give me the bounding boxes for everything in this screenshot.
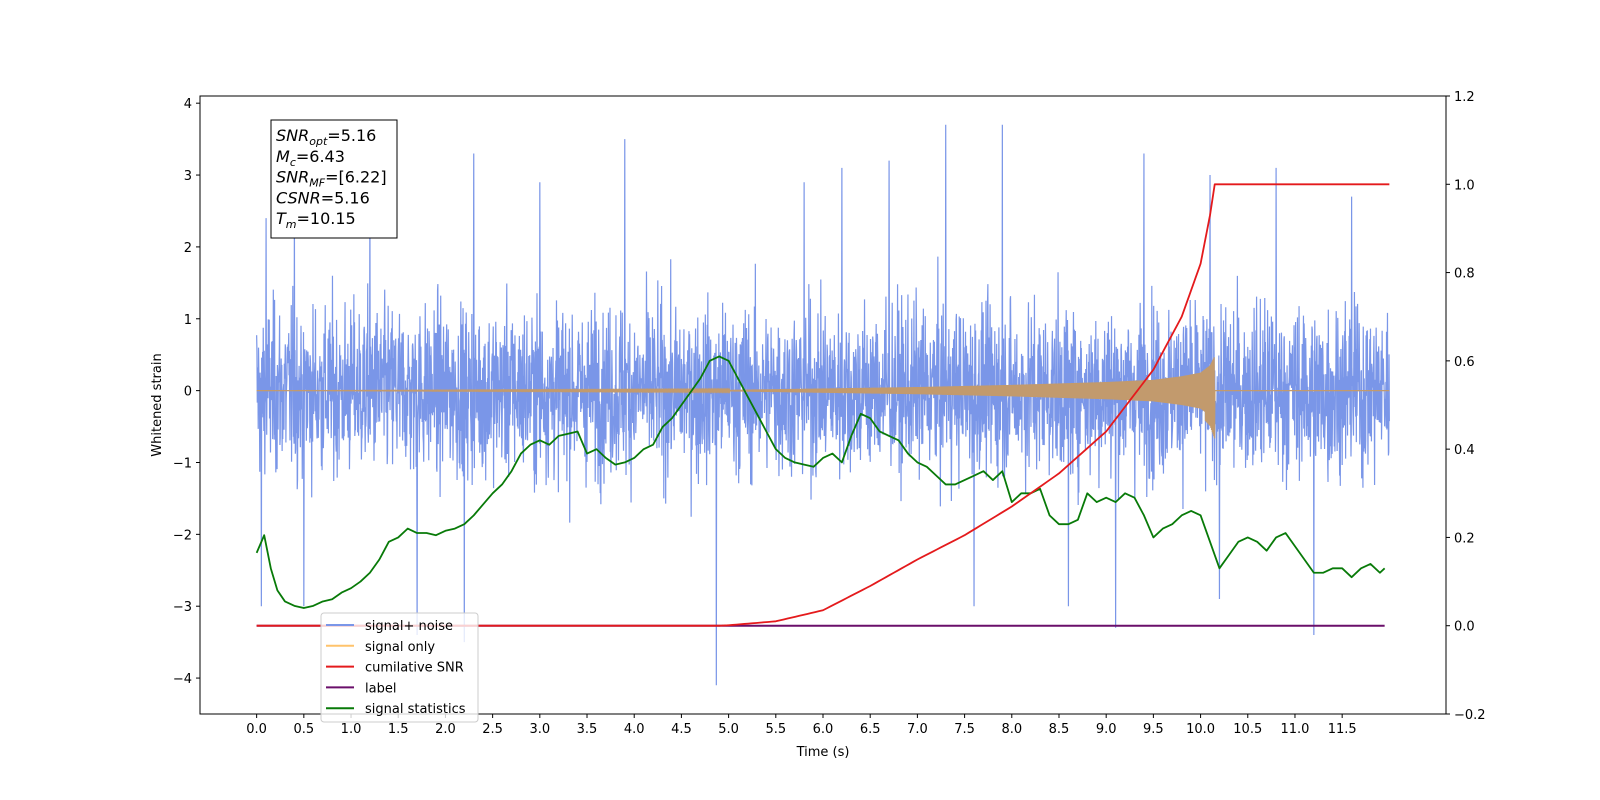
x-axis: 0.0 0.5 1.0 1.5 2.0 2.5 3.0 3.5 4.0 4.5 5.0 5.5 6.0 6… — [246, 714, 1357, 737]
y-left-tick-label: 2 — [184, 241, 192, 256]
y-right-tick-label: 0.6 — [1454, 355, 1475, 370]
x-tick-label: 6.0 — [813, 722, 834, 737]
annotation-value: =5.16 — [321, 188, 370, 207]
annotation-symbol: SNR — [276, 168, 309, 187]
x-tick-label: 11.5 — [1328, 722, 1357, 737]
x-tick-label: 4.5 — [671, 722, 692, 737]
x-tick-label: 2.5 — [482, 722, 503, 737]
annotation-line: SNRopt=5.16 — [276, 126, 376, 148]
x-tick-label: 7.5 — [954, 722, 975, 737]
x-axis-label: Time (s) — [796, 745, 850, 760]
series-signal-noise-line — [256, 124, 1390, 686]
x-tick-label: 3.0 — [529, 722, 550, 737]
annotation-subscript: m — [286, 218, 297, 231]
annotation-symbol: T — [276, 209, 287, 228]
y-axis-right: 1.2 1.0 0.8 0.6 0.4 0.2 0.0 −0.2 — [1446, 90, 1486, 723]
annotation-line: SNRMF=[6.22] — [276, 168, 387, 190]
legend-entry: signal only — [365, 640, 435, 655]
y-left-tick-label: −4 — [173, 672, 192, 687]
annotation-subscript: c — [290, 156, 296, 169]
x-tick-label: 0.5 — [293, 722, 314, 737]
legend-entry: signal+ noise — [365, 619, 453, 634]
x-tick-label: 7.0 — [907, 722, 928, 737]
annotation-value: =5.16 — [327, 126, 376, 145]
annotation-symbol: M — [276, 147, 290, 166]
y-left-tick-label: −2 — [173, 528, 192, 543]
y-axis-label: Whitened strain — [150, 353, 165, 456]
x-tick-label: 2.0 — [435, 722, 456, 737]
x-tick-label: 3.5 — [577, 722, 598, 737]
annotation-frame — [270, 119, 398, 239]
y-left-tick-label: 3 — [184, 169, 192, 184]
y-right-tick-label: 0.2 — [1454, 531, 1475, 546]
annotation-line: Mc=6.43 — [276, 147, 345, 169]
y-left-tick-label: 0 — [184, 385, 192, 400]
legend-entry: signal statistics — [365, 702, 466, 717]
y-right-tick-label: 1.2 — [1454, 90, 1475, 105]
y-right-tick-label: 0.8 — [1454, 267, 1475, 282]
x-tick-label: 5.5 — [765, 722, 786, 737]
x-tick-label: 9.5 — [1143, 722, 1164, 737]
x-tick-label: 8.5 — [1049, 722, 1070, 737]
legend-frame — [320, 612, 479, 723]
x-tick-label: 10.5 — [1233, 722, 1262, 737]
x-tick-label: 11.0 — [1280, 722, 1309, 737]
annotation-symbol: CSNR — [276, 188, 321, 207]
annotation-subscript: opt — [309, 135, 328, 148]
y-right-tick-label: 1.0 — [1454, 178, 1475, 193]
y-left-tick-label: −1 — [173, 456, 192, 471]
y-left-tick-label: −3 — [173, 600, 192, 615]
series-signal-only-line — [256, 357, 1390, 439]
x-tick-label: 10.0 — [1186, 722, 1215, 737]
x-tick-label: 8.0 — [1001, 722, 1022, 737]
y-right-tick-label: 0.4 — [1454, 443, 1475, 458]
x-tick-label: 1.5 — [388, 722, 409, 737]
annotation-value: =6.43 — [296, 147, 345, 166]
x-tick-label: 0.0 — [246, 722, 267, 737]
annotation-box: SNRopt=5.16Mc=6.43SNRMF=[6.22]CSNR=5.16T… — [270, 119, 398, 239]
x-tick-label: 5.0 — [718, 722, 739, 737]
y-right-tick-label: −0.2 — [1454, 708, 1486, 723]
annotation-line: CSNR=5.16 — [276, 188, 370, 207]
annotation-line: Tm=10.15 — [276, 209, 356, 231]
x-tick-label: 4.0 — [624, 722, 645, 737]
x-tick-label: 9.0 — [1096, 722, 1117, 737]
legend: signal+ noise signal only cumilative SNR la… — [320, 612, 479, 723]
annotation-value: =[6.22] — [325, 168, 387, 187]
x-tick-label: 6.5 — [860, 722, 881, 737]
y-right-tick-label: 0.0 — [1454, 620, 1475, 635]
series-signal-statistics-line — [255, 355, 1386, 609]
series-cumulative-snr-line — [256, 183, 1390, 627]
y-left-tick-label: 1 — [184, 313, 192, 328]
legend-entry: label — [365, 681, 396, 696]
y-axis-left: 4 3 2 1 0 −1 −2 −3 −4 — [173, 97, 200, 687]
annotation-symbol: SNR — [276, 126, 309, 145]
annotation-value: =10.15 — [297, 209, 356, 228]
x-tick-label: 1.0 — [341, 722, 362, 737]
legend-entry: cumilative SNR — [365, 661, 464, 676]
annotation-subscript: MF — [309, 177, 325, 190]
y-left-tick-label: 4 — [184, 97, 192, 112]
